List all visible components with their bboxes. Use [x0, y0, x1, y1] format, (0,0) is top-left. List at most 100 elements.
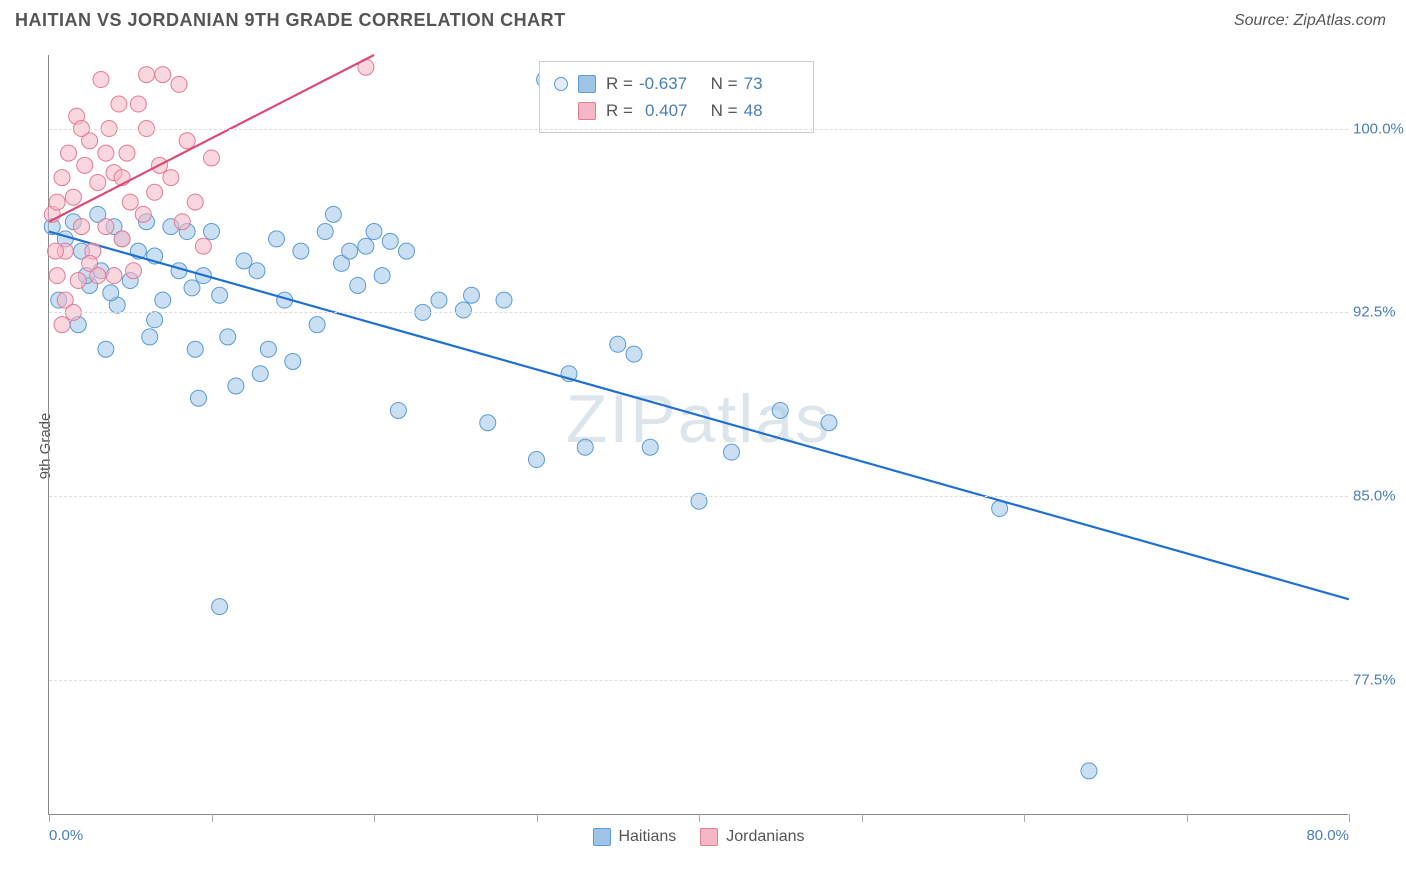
data-point [155, 292, 171, 308]
r-label: R = [606, 70, 633, 97]
data-point [49, 194, 65, 210]
square-icon [700, 828, 718, 846]
data-point [70, 273, 86, 289]
data-point [529, 452, 545, 468]
data-point [187, 341, 203, 357]
legend-item-jordanians: Jordanians [700, 828, 804, 846]
data-point [49, 268, 65, 284]
data-point [98, 145, 114, 161]
chart-title: HAITIAN VS JORDANIAN 9TH GRADE CORRELATI… [15, 10, 566, 31]
data-point [204, 224, 220, 240]
data-point [350, 277, 366, 293]
data-point [358, 238, 374, 254]
data-point [228, 378, 244, 394]
data-point [366, 224, 382, 240]
x-tick [862, 814, 863, 822]
data-point [464, 287, 480, 303]
x-tick [1349, 814, 1350, 822]
data-point [130, 96, 146, 112]
y-tick-label: 92.5% [1353, 304, 1406, 321]
legend-text: R = -0.637 N = 73 [606, 70, 799, 97]
y-tick-label: 77.5% [1353, 672, 1406, 689]
data-point [77, 157, 93, 173]
data-point [390, 402, 406, 418]
data-point [342, 243, 358, 259]
data-point [252, 366, 268, 382]
data-point [114, 231, 130, 247]
data-point [90, 268, 106, 284]
plot-area: ZIPatlas R = -0.637 N = 73 R = [48, 55, 1348, 815]
data-point [260, 341, 276, 357]
data-point [480, 415, 496, 431]
chart-container: ZIPatlas R = -0.637 N = 73 R = [48, 55, 1388, 815]
legend-label: Jordanians [726, 828, 804, 846]
x-tick [374, 814, 375, 822]
data-point [204, 150, 220, 166]
data-point [626, 346, 642, 362]
data-point [821, 415, 837, 431]
data-point [142, 329, 158, 345]
x-tick-label: 0.0% [49, 827, 83, 844]
chart-header: HAITIAN VS JORDANIAN 9TH GRADE CORRELATI… [0, 0, 1406, 41]
scatter-svg [49, 55, 1348, 814]
data-point [90, 174, 106, 190]
grid-line [49, 680, 1348, 681]
grid-line [49, 496, 1348, 497]
x-tick [1187, 814, 1188, 822]
y-tick-label: 85.0% [1353, 488, 1406, 505]
data-point [325, 206, 341, 222]
data-point [249, 263, 265, 279]
data-point [184, 280, 200, 296]
x-tick [49, 814, 50, 822]
data-point [187, 194, 203, 210]
x-tick [1024, 814, 1025, 822]
data-point [48, 243, 64, 259]
data-point [577, 439, 593, 455]
data-point [65, 189, 81, 205]
circle-icon [554, 77, 568, 91]
data-point [147, 184, 163, 200]
data-point [126, 263, 142, 279]
square-icon [578, 102, 596, 120]
data-point [236, 253, 252, 269]
data-point [269, 231, 285, 247]
square-icon [578, 75, 596, 93]
grid-line [49, 129, 1348, 130]
data-point [642, 439, 658, 455]
n-label: N = [711, 97, 738, 124]
data-point [724, 444, 740, 460]
legend-row-haitians: R = -0.637 N = 73 [554, 70, 799, 97]
n-label: N = [711, 70, 738, 97]
data-point [179, 133, 195, 149]
data-point [399, 243, 415, 259]
x-tick [212, 814, 213, 822]
data-point [191, 390, 207, 406]
data-point [93, 72, 109, 88]
data-point [135, 206, 151, 222]
data-point [212, 599, 228, 615]
legend-text: R = 0.407 N = 48 [606, 97, 799, 124]
x-tick [537, 814, 538, 822]
square-icon [592, 828, 610, 846]
x-tick [699, 814, 700, 822]
data-point [1081, 763, 1097, 779]
data-point [155, 67, 171, 83]
data-point [61, 145, 77, 161]
data-point [98, 219, 114, 235]
data-point [163, 170, 179, 186]
legend-row-jordanians: R = 0.407 N = 48 [554, 97, 799, 124]
series-legend: Haitians Jordanians [592, 828, 804, 846]
data-point [139, 67, 155, 83]
data-point [772, 402, 788, 418]
data-point [54, 170, 70, 186]
trend-line [49, 232, 1349, 600]
grid-line [49, 312, 1348, 313]
data-point [455, 302, 471, 318]
y-tick-label: 100.0% [1353, 120, 1406, 137]
data-point [54, 317, 70, 333]
data-point [317, 224, 333, 240]
data-point [106, 268, 122, 284]
data-point [74, 219, 90, 235]
r-value: 0.407 [639, 97, 694, 124]
data-point [103, 285, 119, 301]
